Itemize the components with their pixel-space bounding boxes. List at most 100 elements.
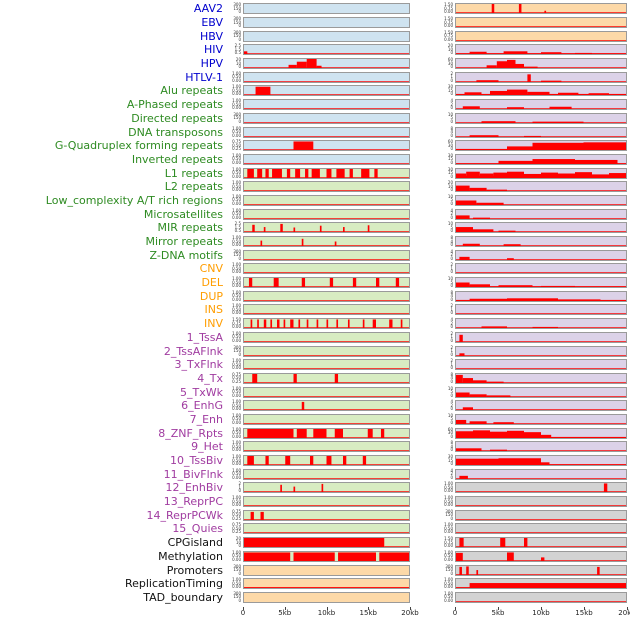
y-tick: 0 [450, 64, 453, 70]
x-tick: 10kb [532, 609, 550, 617]
signal-area [456, 519, 626, 520]
track-row: G-Quadruplex forming repeats 0.75 0.50 0.25… [0, 139, 627, 153]
y-tick: 10 [447, 221, 453, 227]
signal-area [456, 352, 626, 356]
y-tick: 4 [450, 293, 453, 299]
y-tick: 4 [450, 238, 453, 244]
signal-area [244, 59, 409, 69]
y-tick: 0 [450, 296, 453, 302]
track-label: DEL [201, 276, 223, 290]
signal-area [456, 272, 626, 274]
y-axis-ticks: 300 150 0 [226, 17, 243, 28]
signal-area [244, 224, 409, 233]
track-label: 10_TssBiv [170, 454, 223, 468]
track-panel-right [455, 318, 627, 330]
y-axis-ticks: 1.00 0.50 0.00 [226, 85, 243, 96]
track-panel-left [243, 236, 410, 248]
track-row: HBV 300 150 0 1.50 0.75 0.00 [0, 29, 627, 43]
track-label: Promoters [166, 563, 223, 577]
y-tick: 20 [235, 536, 241, 542]
y-tick: 1.00 [232, 193, 241, 199]
signal-area [456, 39, 626, 41]
y-tick: 60 [447, 139, 453, 145]
signal-area [244, 141, 409, 151]
track-label: 6_EnhG [181, 399, 223, 413]
track-panel-right [455, 496, 627, 508]
track-label: 12_EnhBiv [165, 481, 223, 495]
y-tick: 0.50 [232, 238, 241, 244]
y-tick: 0.50 [232, 211, 241, 217]
signal-area [456, 142, 626, 151]
y-axis-ticks: 60 30 0 [410, 140, 455, 151]
y-tick: 1 [450, 348, 453, 354]
track-panel-right [455, 126, 627, 138]
y-tick: 0.50 [232, 416, 241, 422]
y-tick: 0.50 [444, 553, 453, 559]
track-label: ReplicationTiming [124, 577, 223, 591]
signal-area [456, 552, 626, 561]
y-tick: 300 [233, 590, 241, 596]
y-tick: 0.75 [232, 139, 241, 145]
y-axis-ticks: 300 150 0 [226, 345, 243, 357]
y-axis-ticks: 20 10 0 [226, 58, 243, 69]
track-row: Directed repeats 300 150 0 10 5 0 [0, 112, 627, 126]
track-row: 13_ReprPC 1.00 0.50 0.00 1.00 0.50 0.00 [0, 495, 627, 509]
x-axis-right: 0 5kb 10kb 15kb 20kb [453, 607, 630, 623]
y-tick: 0.50 [232, 279, 241, 285]
signal-area [456, 243, 626, 247]
y-axis-ticks: 10 5 0 [410, 413, 455, 425]
track-panel-right [455, 44, 627, 56]
y-tick: 0 [450, 337, 453, 343]
track-label: Low_complexity A/T rich regions [45, 193, 223, 207]
y-tick: 10 [447, 385, 453, 391]
signal-area [456, 26, 626, 28]
track-row: A-Phased repeats 1.00 0.50 0.00 4 2 0 [0, 98, 627, 112]
y-tick: 150 [233, 567, 241, 573]
y-tick: 30 [447, 60, 453, 66]
y-tick: 0 [450, 433, 453, 439]
y-tick: 300 [445, 508, 453, 514]
track-panel-left [243, 537, 410, 549]
track-panel-left [243, 112, 410, 124]
y-tick: 2 [450, 303, 453, 309]
signal-area [456, 505, 626, 507]
track-row: DUP 1.00 0.50 0.00 8 4 0 [0, 289, 627, 303]
track-panel-right [455, 427, 627, 439]
track-label: CPGisland [167, 536, 223, 550]
track-row: Alu repeats 1.00 0.50 0.00 30 15 0 [0, 84, 627, 98]
y-tick: 2.5 [234, 221, 241, 227]
track-panel-right [455, 413, 627, 425]
track-panel-left [243, 331, 410, 343]
track-row: AAV2 300 150 0 1.50 0.75 0.00 [0, 2, 627, 16]
y-tick: 2 [450, 211, 453, 217]
y-tick: 0 [450, 132, 453, 138]
y-axis-ticks: 1.00 0.50 0.00 [226, 167, 243, 179]
track-row: 8_ZNF_Rpts 1.00 0.50 0.00 60 30 0 [0, 426, 627, 440]
y-tick: 0.50 [232, 553, 241, 559]
track-panel-left [243, 85, 410, 97]
track-row: 1_TssA 1.00 0.50 0.00 2 1 0 [0, 331, 627, 345]
track-row: L1 repeats 1.00 0.50 0.00 30 15 0 [0, 166, 627, 180]
signal-area [244, 450, 409, 452]
track-panel-right [455, 140, 627, 152]
y-tick: 0 [238, 9, 241, 15]
track-panel-left [243, 3, 410, 15]
track-panel-left [243, 126, 410, 138]
y-tick: 0.50 [232, 471, 241, 477]
track-panel-right [455, 537, 627, 549]
x-axis-left: 0 5kb 10kb 15kb 20kb [241, 607, 419, 623]
signal-area [244, 81, 409, 82]
y-tick: 1.00 [232, 235, 241, 241]
track-panel-left [243, 455, 410, 467]
y-tick: 1.00 [232, 262, 241, 268]
signal-area [244, 168, 409, 178]
y-tick: 0 [450, 173, 453, 179]
y-tick: 0 [238, 543, 241, 549]
track-panel-right [455, 455, 627, 467]
y-tick: 150 [233, 594, 241, 600]
y-axis-ticks: 1.00 0.50 0.00 [226, 331, 243, 343]
